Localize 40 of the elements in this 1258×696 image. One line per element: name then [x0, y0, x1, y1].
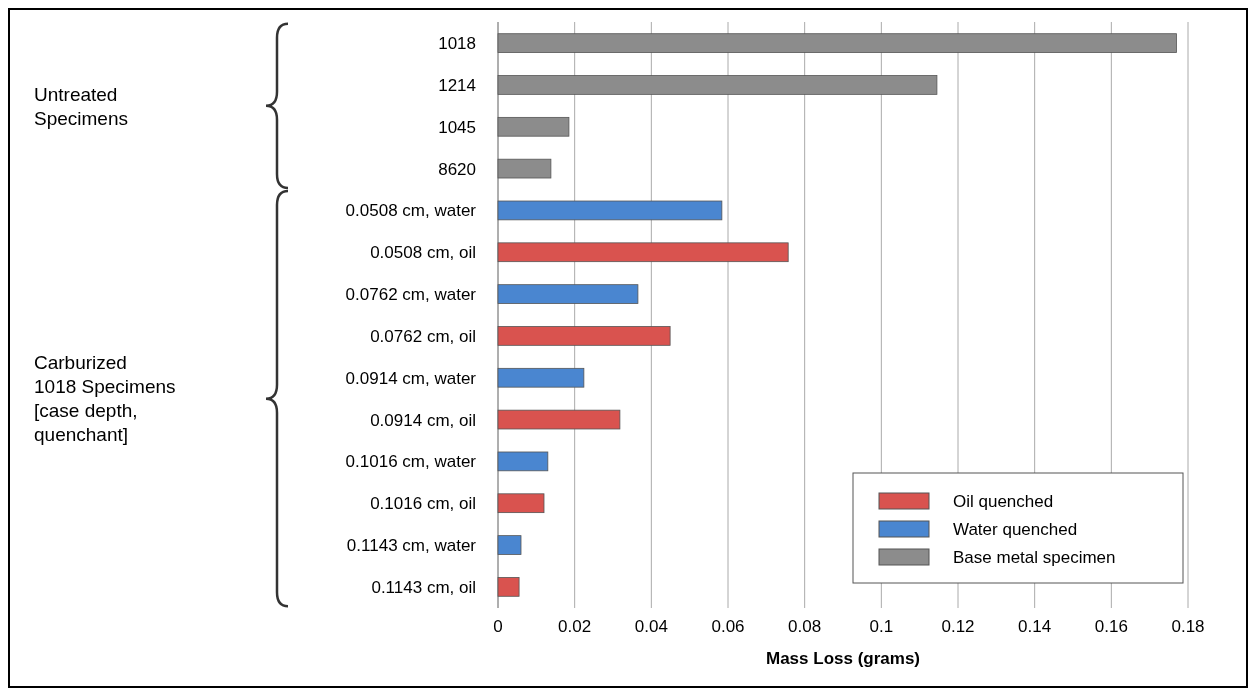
y-tick-label: 0.1143 cm, water — [346, 536, 477, 555]
y-tick-label: 0.0762 cm, water — [345, 285, 477, 305]
y-tick-label: 1045 — [438, 117, 476, 137]
y-tick-label: 1214 — [438, 75, 476, 95]
x-tick-label: 0.12 — [941, 617, 975, 636]
y-tick-label: 0.0762 cm, oil — [370, 326, 476, 346]
text: Carburized 1018 Specimens [case depth, quenchant] — [34, 352, 176, 446]
bar — [497, 493, 545, 514]
y-tick-label: 0.0914 cm, water — [345, 368, 477, 388]
bar — [497, 577, 520, 597]
x-tick-label: 0.04 — [634, 617, 668, 636]
legend-label: Base metal specimen — [953, 547, 1116, 567]
x-axis-title: Mass Loss (grams) — [766, 649, 920, 668]
y-tick-label: 0.1016 cm, oil — [370, 494, 476, 514]
x-tick-label: 0.02 — [558, 617, 592, 636]
legend-label: Oil quenched — [953, 491, 1054, 511]
x-tick-label: 0.08 — [788, 617, 822, 636]
bar — [497, 451, 549, 472]
x-tick-label: 0.14 — [1018, 617, 1052, 636]
x-tick-label: 0.06 — [711, 617, 745, 636]
y-tick-label: 0.0914 cm, oil — [370, 410, 476, 430]
x-tick-label: 0 — [493, 617, 503, 636]
bar — [497, 200, 723, 221]
y-tick-label: 0.0508 cm, water — [345, 201, 477, 221]
legend-label: Water quenched — [953, 519, 1078, 539]
x-tick-label: 0.18 — [1171, 617, 1205, 636]
bar — [497, 284, 639, 304]
bar — [497, 326, 671, 346]
y-tick-label: 0.1016 cm, water — [345, 452, 477, 472]
bar — [497, 242, 789, 263]
x-tick-label: 0.16 — [1094, 617, 1128, 636]
y-tick-label: 0.0508 cm, oil — [370, 243, 476, 263]
y-tick-label: 0.1143 cm, oil — [371, 577, 476, 597]
x-tick-label: 0.1 — [869, 617, 894, 636]
bar — [497, 367, 585, 388]
y-tick-label: 1018 — [438, 34, 476, 54]
text: Untreated Specimens — [34, 83, 128, 129]
y-tick-label: 8620 — [438, 159, 476, 179]
bar — [497, 535, 522, 555]
bar — [497, 409, 621, 430]
